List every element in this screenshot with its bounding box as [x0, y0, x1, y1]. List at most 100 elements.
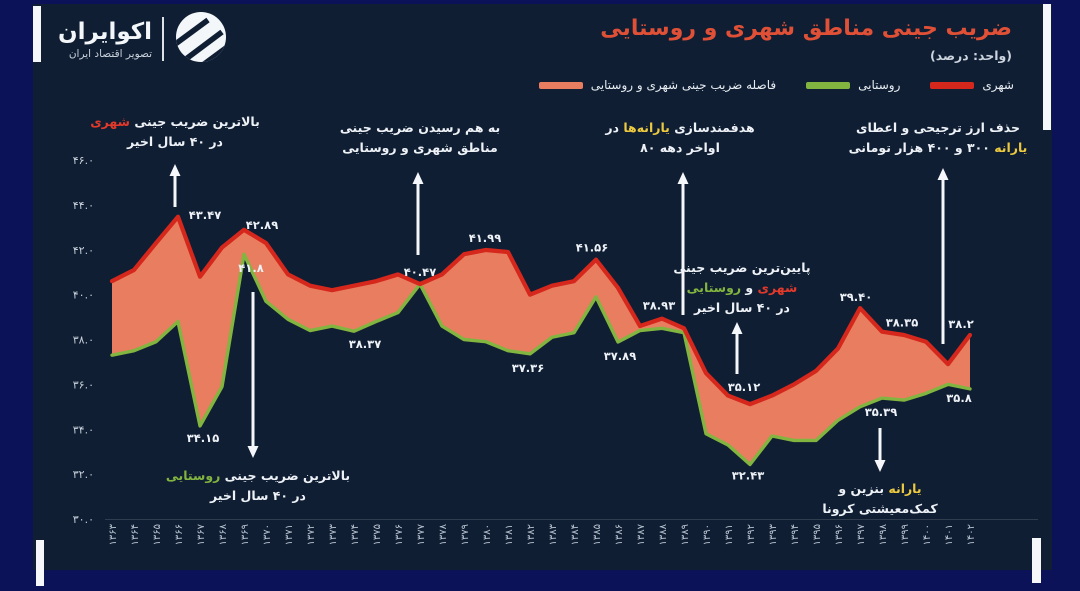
urban-line: [109, 214, 973, 407]
x-tick-label: ۱۳۹۳: [768, 523, 779, 545]
x-tick-label: ۱۳۸۱: [504, 524, 515, 545]
point-label: ۴۲.۸۹: [246, 218, 278, 232]
x-tick-label: ۱۳۷۵: [372, 524, 383, 545]
x-tick-label: ۱۳۸۷: [636, 523, 647, 545]
annotation-subsidy-targeting: هدفمندسازی یارانه‌ها در اواخر دهه ۸۰: [605, 120, 755, 155]
x-tick-label: ۱۳۶۷: [196, 523, 207, 545]
arrow-head-up: [677, 172, 689, 184]
corner-mark-top-right: [1043, 4, 1051, 130]
x-tick-label: ۱۳۹۲: [746, 524, 757, 545]
point-label: ۳۲.۴۳: [732, 468, 764, 482]
annotation-gas-subsidy: یارانه بنزین و کمک‌معیشتی کرونا: [822, 481, 938, 516]
annotation-lowest-gini: پایین‌ترین ضریب جینی شهری و روستایی در ۴۰ …: [673, 260, 811, 315]
y-tick-label: ۳۲.۰: [73, 468, 94, 481]
x-tick-label: ۱۳۸۶: [614, 524, 625, 545]
point-label: ۴۱.۹۹: [469, 231, 501, 245]
y-tick-label: ۴۴.۰: [73, 199, 94, 212]
y-tick-label: ۴۲.۰: [73, 244, 94, 257]
corner-mark-bottom-right: [1032, 538, 1041, 583]
arrow-head-down: [247, 446, 259, 458]
x-tick-label: ۱۴۰۰: [922, 524, 933, 545]
x-tick-label: ۱۳۶۴: [130, 524, 141, 545]
point-label: ۳۸.۲: [948, 317, 973, 331]
annotation-fx-removal: حذف ارز ترجیحی و اعطای یارانه ۳۰۰ و ۴۰۰ ه…: [848, 120, 1028, 155]
annotation-convergence: به هم رسیدن ضریب جینی مناطق شهری و روستای…: [339, 120, 501, 155]
point-label: ۳۵.۱۲: [728, 380, 760, 394]
annotation-highest-urban: بالاترین ضریب جینی شهری در ۴۰ سال اخیر: [90, 114, 260, 149]
x-tick-label: ۱۳۸۳: [548, 523, 559, 545]
x-tick-label: ۱۴۰۲: [966, 524, 977, 545]
x-tick-label: ۱۳۷۲: [306, 524, 317, 545]
ecoiran-logo-icon: [174, 10, 228, 68]
unit-subtitle: (واحد: درصد): [930, 48, 1012, 63]
point-label: ۳۵.۳۹: [865, 405, 897, 419]
x-tick-label: ۱۳۷۴: [350, 524, 361, 545]
arrow-head-up: [937, 168, 949, 180]
point-label: ۴۱.۸: [238, 261, 263, 275]
point-label: ۳۸.۹۳: [643, 299, 675, 313]
x-tick-label: ۱۳۸۲: [526, 524, 537, 545]
arrow-head-up: [412, 172, 424, 184]
legend-label-rural: روستایی: [858, 78, 901, 92]
x-tick-label: ۱۳۷۹: [460, 524, 471, 545]
x-tick-label: ۱۳۶۶: [174, 524, 185, 545]
x-tick-label: ۱۳۷۸: [438, 523, 449, 545]
legend-item-gap: فاصله ضریب جینی شهری و روستایی: [538, 78, 776, 92]
x-tick-label: ۱۳۸۴: [570, 524, 581, 545]
point-label: ۳۸.۳۷: [349, 337, 381, 351]
brand-divider: [162, 17, 165, 61]
rural-line: [110, 252, 972, 467]
corner-mark-top-left: [33, 6, 41, 62]
x-tick-label: ۱۳۶۳: [108, 523, 119, 545]
brand-block: اکوایران تصویر اقتصاد ایران: [58, 10, 228, 68]
page-title: ضریب جینی مناطق شهری و روستایی: [600, 16, 1012, 41]
point-label: ۳۴.۱۵: [187, 431, 219, 445]
x-tick-label: ۱۳۸۸: [658, 523, 669, 545]
legend-swatch-urban: [930, 81, 975, 89]
y-tick-label: ۴۶.۰: [73, 154, 94, 167]
y-tick-label: ۳۴.۰: [73, 423, 94, 436]
y-tick-label: ۳۶.۰: [73, 378, 94, 391]
legend-swatch-rural: [806, 81, 851, 89]
x-tick-label: ۱۳۹۸: [878, 523, 889, 545]
x-tick-label: ۱۳۷۰: [262, 524, 273, 545]
point-label: ۳۸.۳۵: [886, 316, 918, 330]
point-label: ۴۱.۵۶: [576, 241, 608, 255]
x-tick-label: ۱۴۰۱: [944, 524, 955, 545]
x-tick-label: ۱۳۹۵: [812, 524, 823, 545]
arrow-head-down: [874, 460, 886, 472]
x-tick-label: ۱۳۹۷: [856, 523, 867, 545]
legend-item-urban: شهری: [930, 78, 1014, 92]
x-tick-label: ۱۳۶۹: [240, 524, 251, 545]
x-tick-label: ۱۳۹۹: [900, 524, 911, 545]
x-tick-label: ۱۳۷۷: [416, 523, 427, 545]
corner-mark-bottom-left: [36, 540, 44, 586]
point-label: ۴۳.۴۷: [189, 208, 221, 222]
point-label: ۳۵.۸: [946, 391, 971, 405]
brand-text: اکوایران تصویر اقتصاد ایران: [58, 19, 152, 60]
point-label: ۳۷.۸۹: [604, 349, 636, 363]
arrow-head-up: [731, 322, 743, 334]
y-tick-label: ۳۸.۰: [73, 334, 94, 347]
point-label: ۴۰.۴۷: [404, 265, 436, 279]
x-tick-label: ۱۳۸۵: [592, 524, 603, 545]
legend-item-rural: روستایی: [806, 78, 900, 92]
x-tick-label: ۱۳۹۱: [724, 524, 735, 545]
x-tick-label: ۱۳۸۰: [482, 524, 493, 545]
x-tick-label: ۱۳۹۰: [702, 524, 713, 545]
brand-tagline: تصویر اقتصاد ایران: [68, 47, 153, 60]
x-tick-label: ۱۳۷۱: [284, 524, 295, 545]
annotation-highest-rural: بالاترین ضریب جینی روستایی در ۴۰ سال اخیر: [165, 468, 351, 503]
legend: شهری روستایی فاصله ضریب جینی شهری و روست…: [538, 78, 1014, 92]
x-tick-label: ۱۳۶۵: [152, 524, 163, 545]
x-tick-label: ۱۳۸۹: [680, 524, 691, 545]
x-tick-label: ۱۳۷۳: [328, 523, 339, 545]
y-tick-label: ۴۰.۰: [73, 289, 94, 302]
point-label: ۳۹.۴۰: [840, 290, 872, 304]
x-tick-label: ۱۳۹۴: [790, 524, 801, 545]
y-tick-label: ۳۰.۰: [73, 513, 94, 526]
brand-name: اکوایران: [58, 18, 153, 45]
legend-swatch-gap: [538, 81, 583, 89]
